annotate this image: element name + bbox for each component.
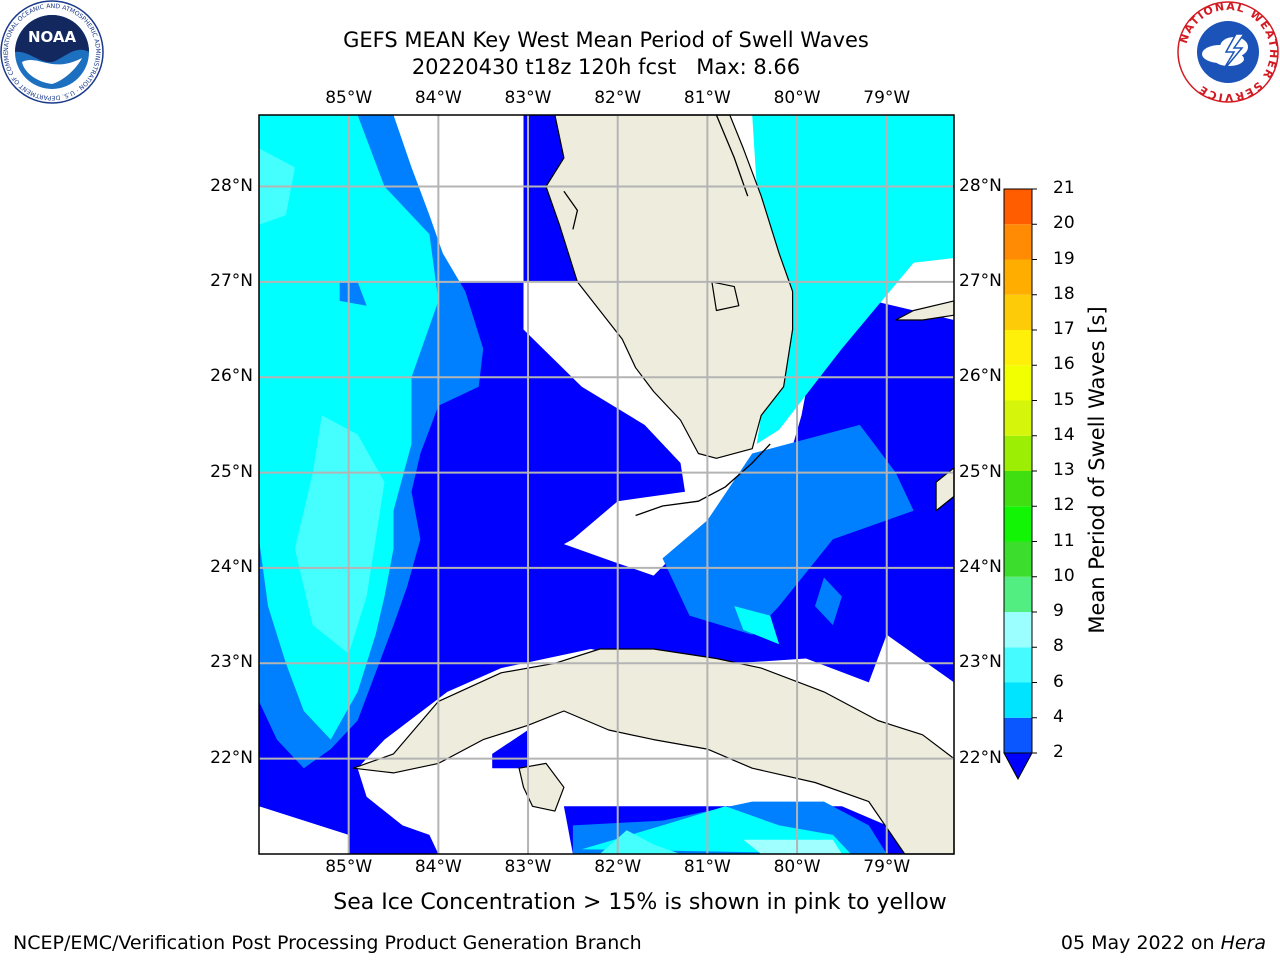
longitude-label-top: 85°W xyxy=(325,88,373,108)
colorbar-tick-label: 17 xyxy=(1053,319,1075,339)
colorbar-tick-label: 4 xyxy=(1053,706,1064,727)
indian-river-coastline xyxy=(715,114,749,197)
field-band-6-8-west-south xyxy=(294,415,385,654)
longitude-label-bottom: 80°W xyxy=(773,857,821,877)
field-band-2-4-cay xyxy=(815,577,842,626)
colorbar-tick-label: 11 xyxy=(1053,530,1075,551)
colorbar-segment xyxy=(1004,612,1032,648)
colorbar-tick-label: 6 xyxy=(1053,671,1064,692)
longitude-label-bottom: 84°W xyxy=(414,857,462,877)
longitude-label-bottom: 81°W xyxy=(683,857,731,877)
latitude-label-right: 25°N xyxy=(959,461,1002,482)
field-band-2-4-patch xyxy=(339,281,367,306)
latitude-label-right: 26°N xyxy=(959,366,1002,387)
longitude-label-top: 81°W xyxy=(683,88,731,108)
latitude-label-left: 22°N xyxy=(210,747,253,768)
longitude-label-bottom: 83°W xyxy=(504,857,552,877)
longitude-label-top: 80°W xyxy=(773,88,821,108)
latitude-label-left: 24°N xyxy=(210,556,253,577)
tampa-bay-coastline xyxy=(563,190,579,230)
colorbar-tick-label: 8 xyxy=(1053,636,1064,657)
colorbar-tick-label: 16 xyxy=(1053,354,1075,375)
noaa-logo: NATIONAL OCEANIC AND ATMOSPHERIC ADMINIS… xyxy=(0,0,104,104)
colorbar-segment xyxy=(1004,576,1032,612)
colorbar-tick-label: 21 xyxy=(1053,178,1075,198)
colorbar-segment xyxy=(1004,294,1032,330)
colorbar-tick-label: 20 xyxy=(1053,213,1075,234)
colorbar-segment xyxy=(1004,259,1032,295)
colorbar-segment xyxy=(1004,189,1032,225)
field-band-lt2-east xyxy=(850,329,954,435)
field-band-4-6-straits xyxy=(734,606,780,645)
footer-host: Hera xyxy=(1220,932,1266,954)
colorbar-label: Mean Period of Swell Waves [s] xyxy=(1085,306,1109,634)
colorbar-tick-label: 10 xyxy=(1053,565,1075,586)
colorbar-tick-label: 14 xyxy=(1053,424,1075,445)
latitude-label-right: 24°N xyxy=(959,556,1002,577)
latitude-label-right: 27°N xyxy=(959,270,1002,291)
colorbar-tick-label: 15 xyxy=(1053,389,1075,410)
colorbar-segment xyxy=(1004,506,1032,542)
colorbar-segment xyxy=(1004,541,1032,577)
latitude-label-left: 23°N xyxy=(210,652,253,673)
longitude-label-bottom: 85°W xyxy=(325,857,373,877)
noaa-center-text: NOAA xyxy=(28,28,77,46)
latitude-label-left: 28°N xyxy=(210,175,253,196)
colorbar-segment xyxy=(1004,647,1032,683)
latitude-label-right: 22°N xyxy=(959,747,1002,768)
longitude-label-top: 84°W xyxy=(414,88,462,108)
colorbar-tick-label: 19 xyxy=(1053,248,1075,269)
latitude-label-left: 25°N xyxy=(210,461,253,482)
latitude-label-left: 26°N xyxy=(210,366,253,387)
longitude-label-top: 82°W xyxy=(594,88,642,108)
longitude-label-bottom: 79°W xyxy=(863,857,911,877)
colorbar-segment xyxy=(1004,435,1032,471)
colorbar-tick-label: 13 xyxy=(1053,460,1075,480)
colorbar-tick-label: 18 xyxy=(1053,283,1075,304)
national-weather-service-logo: NATIONAL WEATHER SERVICE xyxy=(1176,0,1280,104)
latitude-label-left: 27°N xyxy=(210,270,253,291)
colorbar-segment xyxy=(1004,682,1032,718)
footer-date-text: 05 May 2022 on xyxy=(1060,932,1221,954)
longitude-label-top: 83°W xyxy=(504,88,552,108)
colorbar-segment xyxy=(1004,471,1032,507)
colorbar-under-triangle xyxy=(1003,752,1033,781)
colorbar-tick-label: 12 xyxy=(1053,495,1075,516)
latitude-label-right: 23°N xyxy=(959,652,1002,673)
map-subtitle: 20220430 t18z 120h fcst Max: 8.66 xyxy=(411,55,801,79)
colorbar-tick-label: 9 xyxy=(1053,601,1064,621)
lake-okeechobee xyxy=(711,281,740,312)
colorbar-segment xyxy=(1004,365,1032,401)
longitude-label-top: 79°W xyxy=(863,88,911,108)
field-band-8-9-carib xyxy=(743,839,842,854)
colorbar-segment xyxy=(1004,330,1032,366)
field-band-6-8-carib xyxy=(599,830,681,854)
colorbar-segment xyxy=(1004,400,1032,436)
sea-ice-note: Sea Ice Concentration > 15% is shown in … xyxy=(333,890,947,915)
latitude-label-right: 28°N xyxy=(959,175,1002,196)
colorbar-segment xyxy=(1004,224,1032,260)
footer-date: 05 May 2022 on Hera xyxy=(1061,932,1266,954)
field-band-2-4-straits xyxy=(662,424,914,635)
colorbar-segment xyxy=(1004,717,1032,753)
colorbar-tick-label: 2 xyxy=(1053,742,1064,762)
isla-de-la-juventud xyxy=(518,762,565,812)
field-band-4-6-east xyxy=(752,115,954,444)
footer-branch: NCEP/EMC/Verification Post Processing Pr… xyxy=(13,932,642,954)
map-frame xyxy=(258,114,955,855)
florida-keys-coastline xyxy=(635,443,771,517)
map-title: GEFS MEAN Key West Mean Period of Swell … xyxy=(343,28,869,52)
longitude-label-bottom: 82°W xyxy=(594,857,642,877)
